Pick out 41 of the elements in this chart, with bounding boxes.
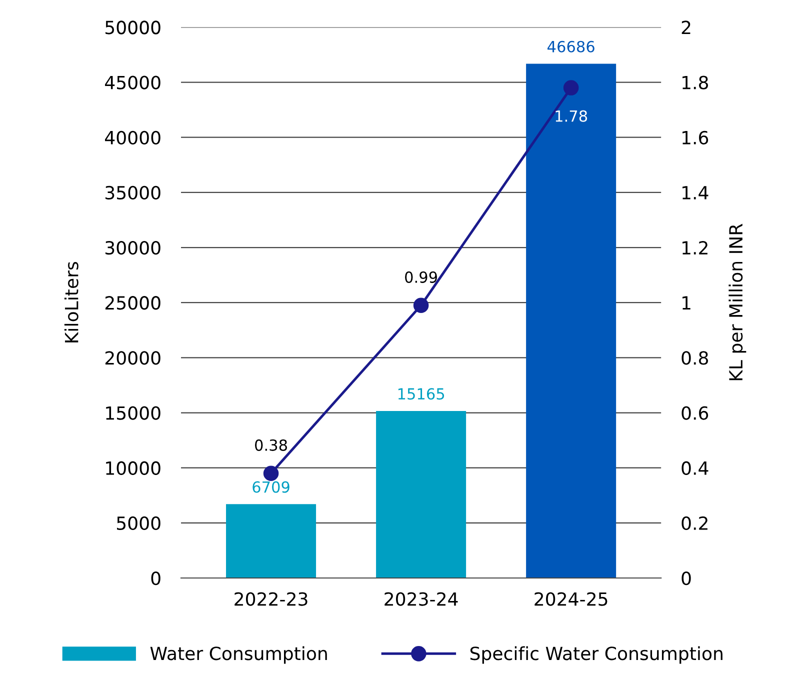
legend-label: Water Consumption: [150, 646, 327, 664]
y-tick-label: 40000: [105, 130, 160, 144]
y-tick-label: 45000: [105, 76, 160, 90]
data-label: 0.99: [405, 271, 437, 283]
y2-tick-label: 0.4: [682, 461, 708, 475]
y2-tick-label: 0.8: [682, 351, 708, 365]
y-tick-label: 15000: [106, 406, 160, 420]
y-tick-label: 5000: [117, 516, 160, 530]
y2-tick-label: 0.2: [682, 516, 708, 530]
y2-tick-label: 0.6: [682, 406, 708, 420]
bar: [526, 64, 616, 578]
y-axis-title: KiloLiters: [64, 262, 78, 342]
y-tick-label: 30000: [106, 240, 160, 255]
x-tick-label: 2024-25: [534, 592, 608, 606]
legend-label: Specific Water Consumption: [470, 646, 722, 664]
data-label: 1.78: [556, 110, 588, 122]
y-tick-label: 35000: [106, 186, 160, 200]
x-tick-label: 2023-24: [384, 592, 458, 606]
data-label: 0.38: [255, 439, 287, 451]
y2-tick-label: 0: [682, 571, 691, 586]
y2-tick-label: 2: [682, 20, 690, 34]
point: [413, 298, 429, 313]
bar: [376, 410, 466, 578]
y-tick-label: 20000: [105, 351, 160, 365]
y-tick-label: 50000: [106, 20, 160, 34]
y-tick-label: 10000: [106, 461, 160, 475]
y2-tick-label: 1.8: [682, 76, 708, 90]
data-label: 15165: [398, 388, 444, 400]
y2-tick-label: 1.4: [682, 186, 708, 200]
y2-axis-title: KL per Million INR: [728, 224, 746, 380]
point: [563, 80, 579, 96]
point: [263, 466, 279, 481]
y2-tick-label: 1: [682, 296, 690, 310]
y-tick-label: 0: [151, 571, 160, 586]
y2-tick-label: 1.2: [682, 240, 708, 254]
data-label: 6709: [252, 481, 290, 493]
y2-tick-label: 1.6: [682, 130, 708, 144]
y-tick-label: 25000: [105, 296, 160, 310]
x-tick-label: 2022-23: [234, 592, 308, 606]
data-label: 46686: [548, 40, 594, 52]
bar: [226, 504, 316, 578]
